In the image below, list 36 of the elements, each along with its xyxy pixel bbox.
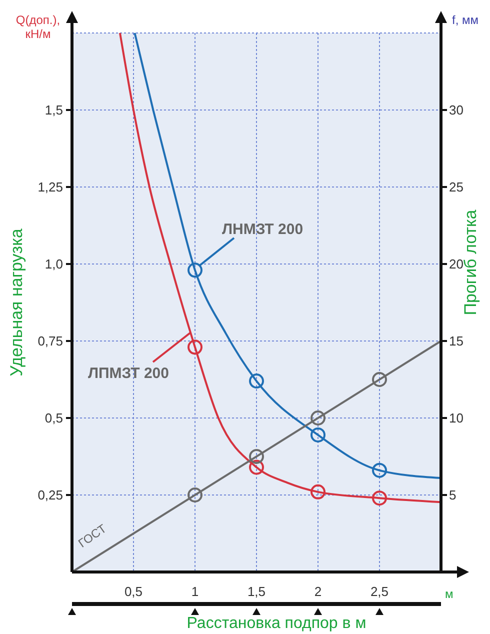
x-axis-title: Расстановка подпор в м: [186, 615, 366, 632]
text: ЛНМЗТ 200: [222, 221, 304, 238]
y-tick-label: 0,75: [38, 334, 63, 349]
legend-label: ЛПМЗТ 200: [88, 365, 169, 382]
y2-tick-label: 5: [449, 488, 456, 503]
point: [310, 484, 326, 500]
point: [249, 374, 264, 389]
x-tick-label: 0,5: [124, 584, 143, 599]
y-tick-label: 0,5: [44, 410, 63, 426]
y2-tick-label: 10: [449, 410, 464, 426]
x-tick-label: 1: [191, 584, 199, 599]
x-tick-label: 2,5: [370, 584, 389, 599]
y2-tick-label: 30: [449, 102, 464, 118]
point: [372, 462, 387, 478]
point: [310, 410, 326, 426]
point: [310, 427, 326, 442]
y2-tick-label: 25: [449, 180, 464, 195]
y2-tick-label: 15: [449, 334, 464, 349]
y-tick-label: 0,25: [38, 488, 63, 503]
point: [188, 262, 202, 278]
x-tick-label: 1,5: [247, 584, 266, 599]
text: f, мм: [452, 13, 479, 27]
point: [372, 372, 387, 387]
point: [188, 488, 202, 502]
y-axis-title: Удельная нагрузка: [7, 228, 26, 376]
text: Q(доп.), кН/м: [16, 13, 60, 41]
y2-tick-label: 20: [449, 256, 464, 272]
point: [249, 460, 264, 475]
y-tick-label: 1,25: [38, 180, 63, 195]
point: [372, 490, 387, 506]
y-tick-label: 1,0: [44, 256, 63, 272]
x-tick-label: 2: [314, 584, 322, 599]
point: [249, 449, 264, 464]
text: м: [445, 587, 454, 601]
y-tick-label: 1,5: [44, 102, 63, 118]
point: [188, 340, 202, 355]
